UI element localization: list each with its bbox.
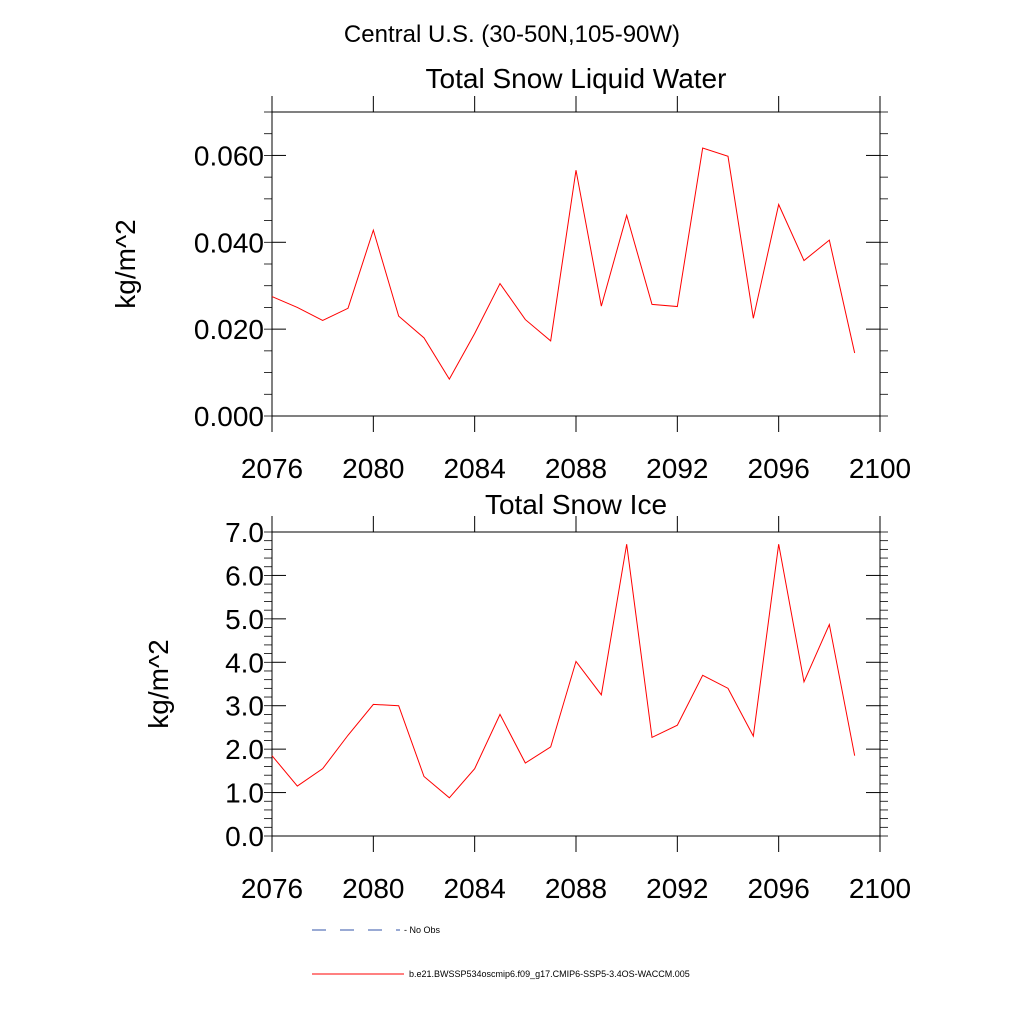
y-axis-label: kg/m^2 bbox=[143, 639, 174, 728]
legend: - No Obs b.e21.BWSSP534oscmip6.f09_g17.C… bbox=[312, 925, 690, 979]
x-tick-label: 2092 bbox=[646, 453, 708, 484]
y-tick-label: 0.000 bbox=[194, 401, 264, 432]
y-tick-label: 1.0 bbox=[225, 778, 264, 809]
legend-label-no-obs: - No Obs bbox=[404, 925, 441, 935]
series-line bbox=[271, 544, 856, 799]
y-tick-label: 2.0 bbox=[225, 734, 264, 765]
x-tick-label: 2080 bbox=[342, 453, 404, 484]
y-tick-label: 5.0 bbox=[225, 604, 264, 635]
panel-snow-liquid-water: Total Snow Liquid Water 2076 2080 2084 2088… bbox=[110, 63, 911, 484]
y-tick-label: 6.0 bbox=[225, 560, 264, 591]
y-tick-label: 0.020 bbox=[194, 314, 264, 345]
panel-snow-ice: Total Snow Ice 2076 2080 2084 2088 2092 2096 2… bbox=[143, 489, 911, 904]
y-tick-label: 0.0 bbox=[225, 821, 264, 852]
x-tick-label: 2080 bbox=[342, 873, 404, 904]
x-tick-label: 2084 bbox=[444, 873, 506, 904]
page-title: Central U.S. (30-50N,105-90W) bbox=[344, 21, 680, 48]
panel-title-snow-ice: Total Snow Ice bbox=[485, 489, 667, 520]
x-tick-label: 2100 bbox=[849, 453, 911, 484]
x-tick-label: 2076 bbox=[241, 873, 303, 904]
x-tick-label: 2100 bbox=[849, 873, 911, 904]
y-tick-label: 7.0 bbox=[225, 517, 264, 548]
panel-title-snow-liquid-water: Total Snow Liquid Water bbox=[426, 63, 727, 94]
y-tick-label: 3.0 bbox=[225, 691, 264, 722]
x-tick-label: 2084 bbox=[444, 453, 506, 484]
x-tick-label: 2092 bbox=[646, 873, 708, 904]
plot-frame bbox=[271, 531, 881, 837]
x-tick-label: 2096 bbox=[748, 453, 810, 484]
plot-frame bbox=[271, 111, 881, 417]
x-tick-label: 2088 bbox=[545, 873, 607, 904]
y-tick-label: 4.0 bbox=[225, 647, 264, 678]
y-tick-label: 0.040 bbox=[194, 227, 264, 258]
legend-label-model: b.e21.BWSSP534oscmip6.f09_g17.CMIP6-SSP5… bbox=[409, 969, 690, 979]
x-tick-label: 2096 bbox=[748, 873, 810, 904]
x-tick-label: 2088 bbox=[545, 453, 607, 484]
x-tick-label: 2076 bbox=[241, 453, 303, 484]
y-tick-label: 0.060 bbox=[194, 140, 264, 171]
series-line bbox=[271, 147, 856, 381]
y-axis-label: kg/m^2 bbox=[110, 219, 141, 308]
